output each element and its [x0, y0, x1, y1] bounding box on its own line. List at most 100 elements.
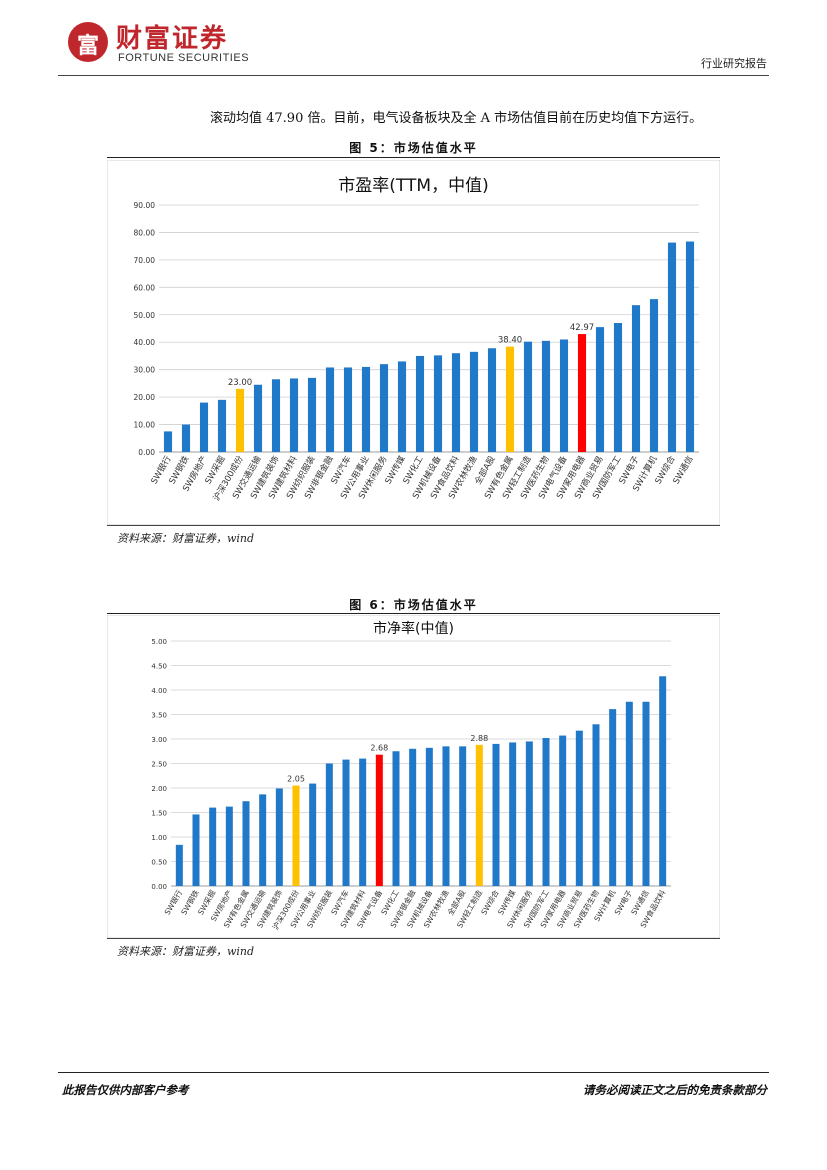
bar	[415, 355, 425, 452]
bar	[192, 814, 200, 886]
figure6-source: 资料来源：财富证券，wind	[117, 945, 255, 958]
y-tick-label: 5.00	[151, 638, 167, 646]
data-label: 42.97	[570, 323, 594, 333]
figure6-bottom-rule	[107, 938, 720, 939]
y-tick-label: 80.00	[134, 228, 156, 237]
bar	[475, 744, 483, 886]
figure5-source: 资料来源：财富证券，wind	[117, 532, 255, 545]
bar	[469, 351, 479, 452]
y-tick-label: 0.50	[151, 859, 167, 867]
bar	[361, 366, 371, 452]
bar	[163, 431, 173, 452]
bar	[487, 348, 497, 452]
bar	[559, 735, 567, 886]
footer-disclaimer-right: 请务必阅读正文之后的免责条款部分	[583, 1083, 767, 1097]
figure5-caption: 图 5：市场估值水平	[349, 141, 478, 155]
y-tick-label: 0.00	[151, 883, 167, 891]
company-name-cn: 财富证券	[116, 24, 229, 54]
bar	[685, 241, 695, 452]
bar	[292, 785, 300, 886]
chart-title: 市净率(中值)	[373, 620, 454, 637]
y-tick-label: 1.00	[151, 834, 167, 842]
bar	[523, 341, 533, 452]
bar	[609, 709, 617, 886]
bar	[343, 367, 353, 452]
bar	[342, 759, 350, 886]
y-tick-label: 40.00	[134, 338, 156, 347]
header-divider	[58, 75, 769, 76]
bar	[625, 701, 633, 886]
data-label: 2.88	[470, 734, 488, 743]
bar	[253, 384, 263, 452]
bar	[289, 378, 299, 452]
bar	[459, 746, 467, 886]
body-paragraph: 滚动均值 47.90 倍。目前，电气设备板块及全 A 市场估值目前在历史均值下方…	[210, 111, 703, 126]
bar	[242, 801, 250, 886]
bar	[392, 751, 400, 886]
bar	[379, 364, 389, 452]
bar	[575, 730, 583, 886]
y-tick-label: 3.00	[151, 736, 167, 744]
bar	[217, 399, 227, 452]
y-tick-label: 70.00	[134, 256, 156, 265]
y-tick-label: 2.50	[151, 761, 167, 769]
logo-mark-glyph: 富	[76, 33, 99, 59]
bar	[542, 738, 550, 886]
company-name-en: FORTUNE SECURITIES	[118, 52, 250, 64]
y-tick-label: 2.00	[151, 785, 167, 793]
bar	[409, 748, 417, 886]
bar	[181, 424, 191, 452]
bar	[541, 340, 551, 452]
bar	[442, 746, 450, 886]
bar	[271, 379, 281, 452]
bar	[577, 334, 587, 452]
bar	[425, 747, 433, 886]
footer-disclaimer-left: 此报告仅供内部客户参考	[62, 1083, 189, 1097]
bar	[275, 788, 283, 886]
y-tick-label: 90.00	[134, 201, 156, 210]
pb-chart: 市净率(中值) 0.00 0.50 1.00 1.50 2.00 2.50 3.00 3.50 4…	[107, 615, 720, 938]
bar	[199, 402, 209, 452]
company-logo-mark: 富	[68, 22, 108, 62]
bar	[397, 361, 407, 452]
figure6-top-rule	[107, 613, 720, 614]
bar	[649, 299, 659, 452]
y-tick-label: 1.50	[151, 810, 167, 818]
bar	[525, 741, 533, 886]
y-tick-label: 20.00	[134, 393, 156, 402]
bar	[325, 367, 335, 452]
bar	[613, 323, 623, 452]
bar	[595, 327, 605, 452]
bar	[667, 242, 677, 452]
bar	[492, 743, 500, 886]
data-label: 38.40	[498, 336, 522, 346]
y-tick-label: 4.50	[151, 663, 167, 671]
y-tick-label: 60.00	[134, 283, 156, 292]
y-tick-label: 3.50	[151, 712, 167, 720]
y-tick-label: 50.00	[134, 311, 156, 320]
bar	[631, 305, 641, 452]
bar	[325, 763, 333, 886]
y-tick-label: 0.00	[138, 448, 155, 457]
bar	[259, 794, 267, 886]
bar	[559, 339, 569, 452]
bar	[309, 783, 317, 886]
y-tick-label: 4.00	[151, 687, 167, 695]
bar	[375, 754, 383, 886]
bar	[235, 388, 245, 452]
bar	[359, 758, 367, 886]
pe-chart: 市盈率(TTM，中值) 0.00 10.00 20.00 30.00 40.00 50.00…	[107, 160, 720, 525]
data-label: 2.68	[370, 744, 388, 753]
figure6-caption: 图 6：市场估值水平	[349, 598, 478, 612]
bar	[307, 377, 317, 452]
y-tick-label: 10.00	[134, 421, 156, 430]
bar	[175, 844, 183, 886]
bar	[209, 807, 217, 886]
report-type: 行业研究报告	[701, 57, 767, 70]
footer-divider	[58, 1072, 769, 1073]
bar	[509, 742, 517, 886]
bar	[592, 724, 600, 886]
bar	[433, 355, 443, 452]
bar	[451, 353, 461, 452]
y-tick-label: 30.00	[134, 366, 156, 375]
